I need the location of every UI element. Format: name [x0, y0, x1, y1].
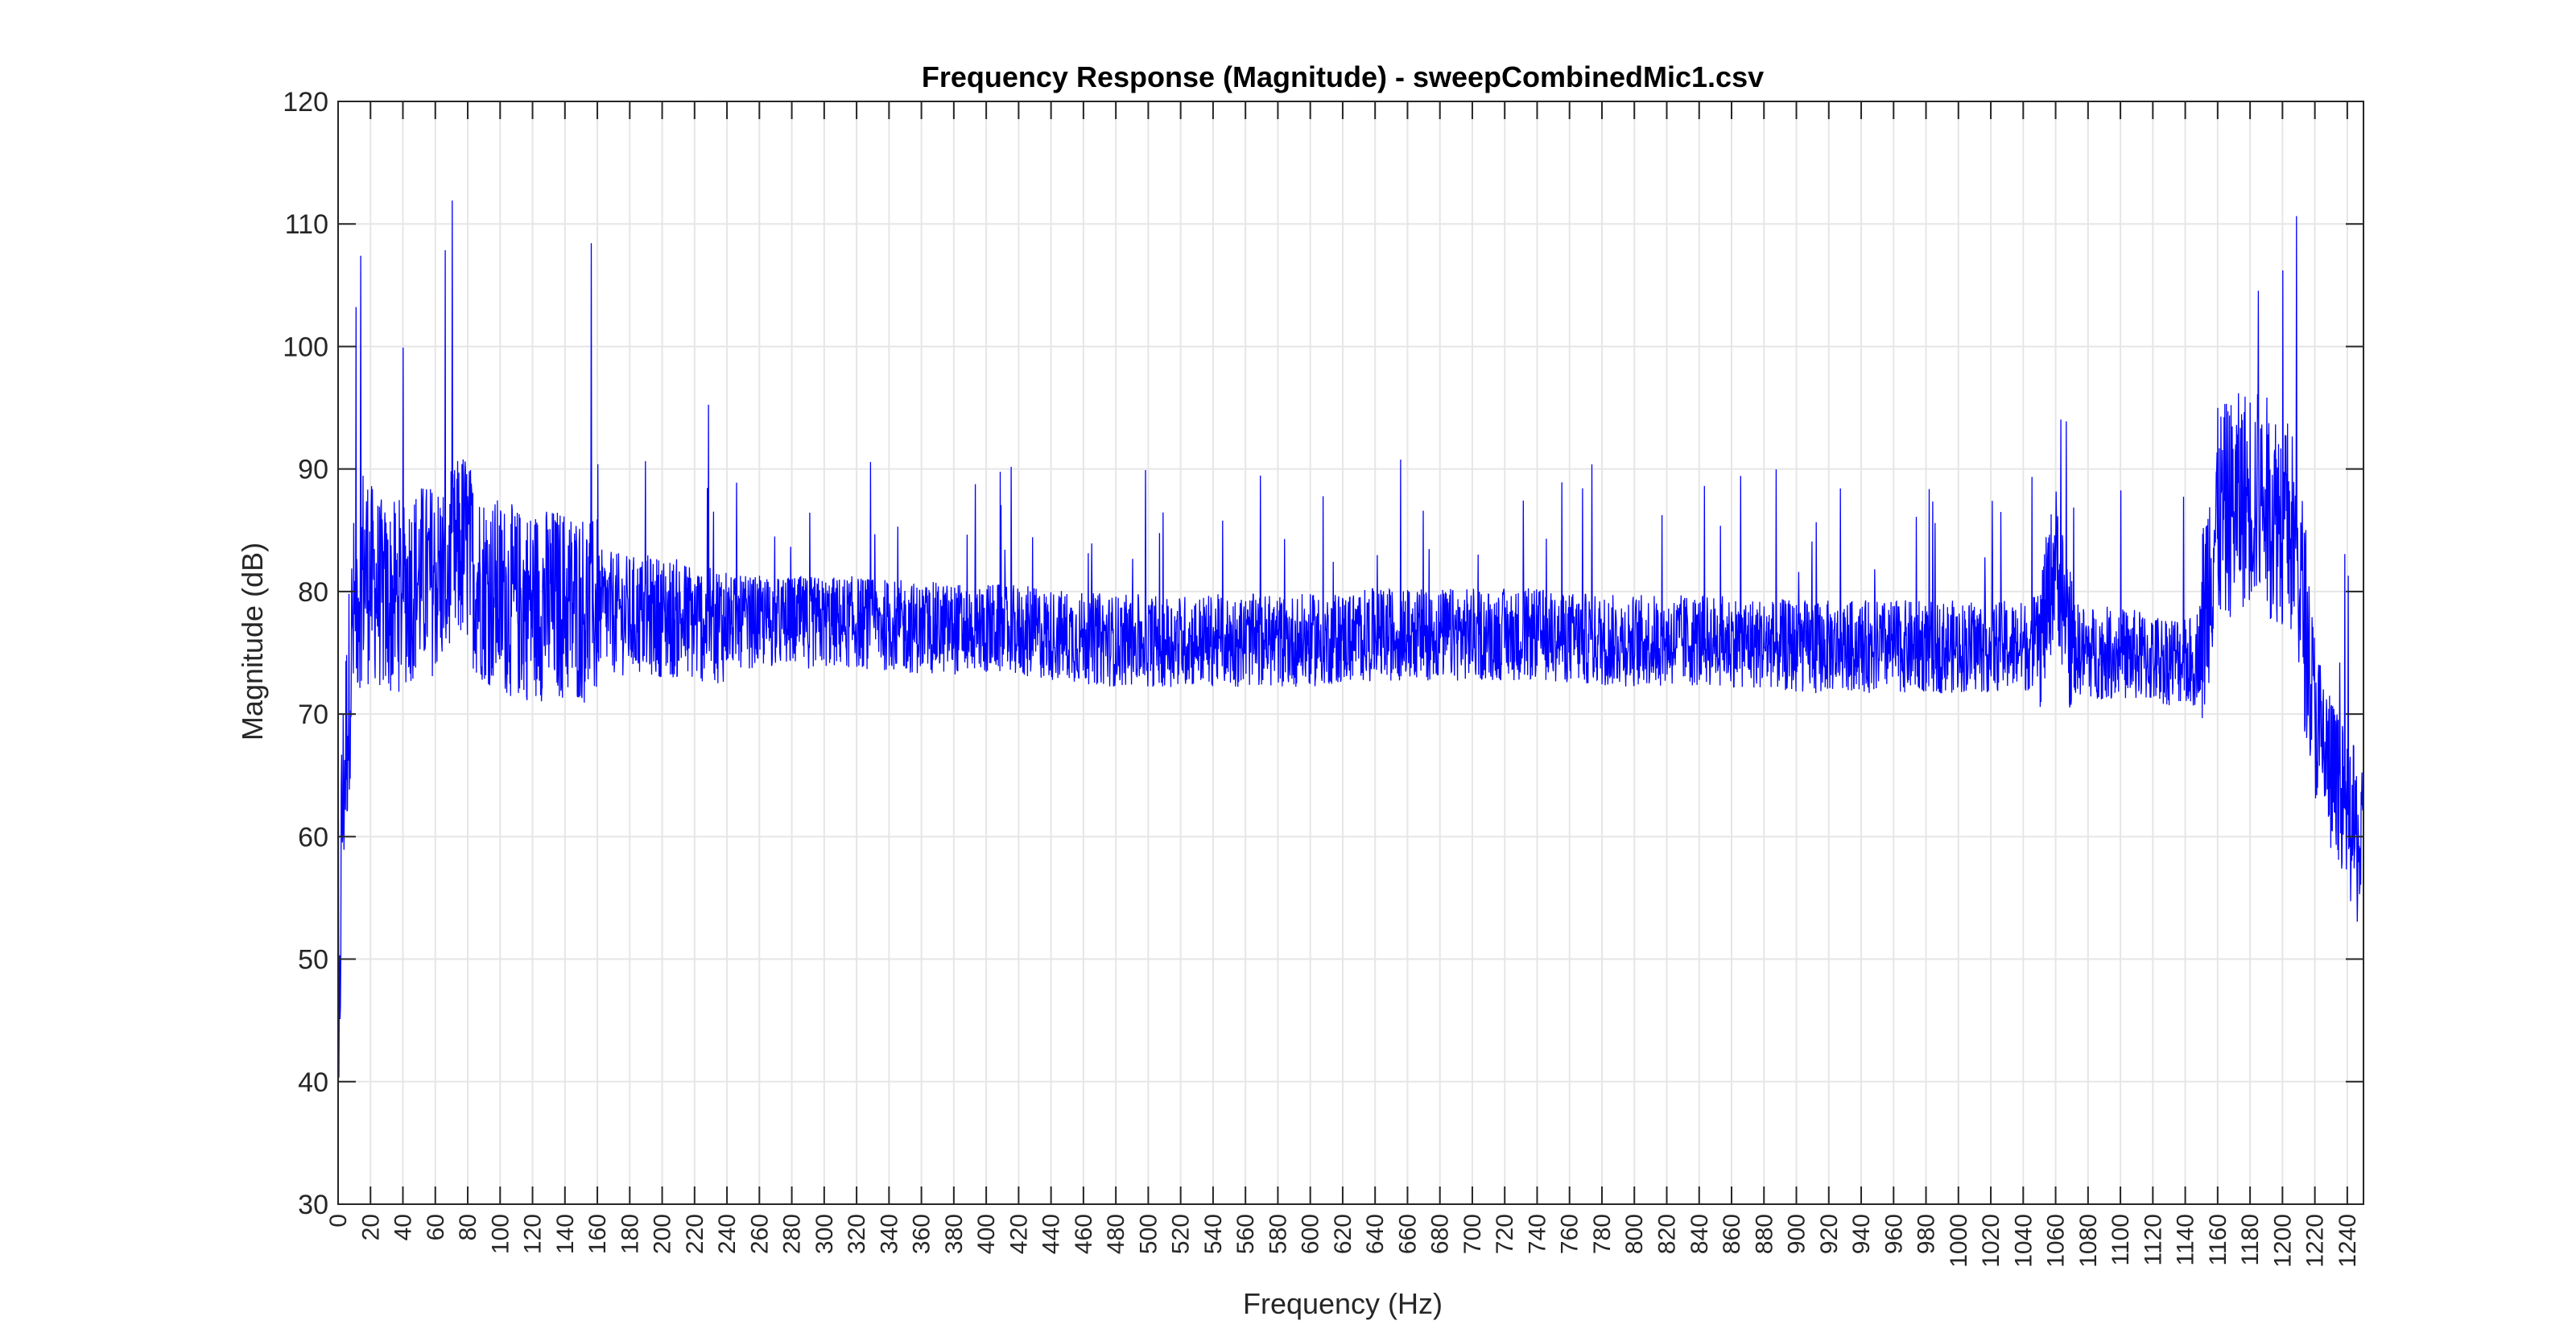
x-tick-label: 560 — [1232, 1214, 1259, 1254]
x-tick-label: 640 — [1362, 1214, 1389, 1254]
x-tick-label: 1080 — [2075, 1214, 2102, 1268]
x-tick-label: 1000 — [1946, 1214, 1972, 1268]
x-tick-label: 760 — [1557, 1214, 1583, 1254]
x-tick-label: 380 — [941, 1214, 968, 1254]
x-tick-label: 400 — [973, 1214, 1000, 1254]
series-line — [337, 200, 2364, 1170]
y-tick-label: 60 — [298, 822, 328, 852]
x-tick-label: 200 — [650, 1214, 676, 1254]
x-tick-label: 940 — [1848, 1214, 1875, 1254]
x-tick-label: 1180 — [2237, 1214, 2264, 1266]
x-tick-label: 1040 — [2010, 1214, 2037, 1268]
x-tick-label: 600 — [1298, 1214, 1324, 1254]
x-tick-label: 1120 — [2140, 1214, 2166, 1266]
x-tick-label: 60 — [423, 1214, 449, 1240]
x-tick-label: 1100 — [2107, 1214, 2134, 1266]
x-tick-label: 320 — [844, 1214, 870, 1254]
x-tick-label: 720 — [1492, 1214, 1518, 1254]
y-tick-label: 110 — [285, 209, 328, 240]
x-tick-label: 240 — [714, 1214, 741, 1254]
x-tick-label: 500 — [1135, 1214, 1162, 1254]
x-tick-label: 220 — [682, 1214, 708, 1254]
x-tick-label: 980 — [1913, 1214, 1940, 1254]
x-tick-label: 300 — [811, 1214, 838, 1254]
x-tick-label: 160 — [584, 1214, 611, 1254]
x-tick-label: 540 — [1200, 1214, 1227, 1254]
x-tick-label: 1240 — [2334, 1214, 2361, 1268]
x-tick-label: 1060 — [2043, 1214, 2070, 1268]
x-tick-label: 520 — [1168, 1214, 1195, 1254]
x-tick-label: 920 — [1816, 1214, 1843, 1254]
x-tick-label: 740 — [1524, 1214, 1550, 1254]
x-tick-label: 140 — [552, 1214, 579, 1254]
x-tick-label: 960 — [1880, 1214, 1907, 1254]
x-tick-label: 1020 — [1978, 1214, 2004, 1268]
x-tick-label: 1160 — [2205, 1214, 2231, 1266]
y-tick-label: 50 — [298, 945, 328, 976]
x-tick-label: 780 — [1589, 1214, 1616, 1254]
x-tick-label: 800 — [1621, 1214, 1648, 1254]
x-tick-label: 340 — [876, 1214, 902, 1254]
y-tick-label: 70 — [298, 699, 328, 730]
x-tick-label: 580 — [1265, 1214, 1291, 1254]
x-tick-label: 40 — [390, 1214, 417, 1240]
x-axis-label: Frequency (Hz) — [1243, 1287, 1443, 1320]
x-tick-label: 100 — [487, 1214, 514, 1254]
y-tick-label: 30 — [298, 1190, 328, 1220]
x-tick-label: 700 — [1459, 1214, 1486, 1254]
x-tick-label: 360 — [909, 1214, 935, 1254]
x-tick-label: 460 — [1071, 1214, 1097, 1254]
x-tick-label: 860 — [1719, 1214, 1745, 1254]
x-tick-label: 480 — [1103, 1214, 1129, 1254]
x-tick-label: 120 — [520, 1214, 547, 1254]
x-tick-label: 260 — [746, 1214, 773, 1254]
x-tick-label: 1200 — [2269, 1214, 2296, 1268]
y-axis-label: Magnitude (dB) — [236, 543, 269, 741]
y-tick-label: 100 — [283, 332, 328, 362]
y-tick-label: 120 — [283, 87, 328, 118]
x-tick-label: 680 — [1427, 1214, 1454, 1254]
y-tick-label: 90 — [298, 455, 328, 485]
x-tick-label: 1220 — [2302, 1214, 2329, 1268]
x-tick-label: 880 — [1751, 1214, 1777, 1254]
series-layer — [337, 200, 2364, 1170]
x-tick-label: 80 — [455, 1214, 481, 1240]
x-tick-label: 820 — [1653, 1214, 1680, 1254]
plot-frame — [337, 101, 2364, 1205]
x-tick-label: 660 — [1394, 1214, 1421, 1254]
x-tick-label: 180 — [617, 1214, 643, 1254]
x-tick-label: 280 — [779, 1214, 806, 1254]
chart-title: Frequency Response (Magnitude) - sweepCo… — [922, 60, 1764, 93]
x-tick-label: 1140 — [2173, 1214, 2199, 1266]
y-tick-label: 40 — [298, 1067, 328, 1098]
x-tick-label: 420 — [1005, 1214, 1032, 1254]
x-tick-label: 0 — [325, 1214, 352, 1228]
x-tick-label: 440 — [1038, 1214, 1065, 1254]
x-tick-label: 840 — [1686, 1214, 1713, 1254]
x-tick-label: 20 — [357, 1214, 384, 1240]
x-tick-label: 900 — [1784, 1214, 1810, 1254]
x-tick-label: 620 — [1330, 1214, 1356, 1254]
y-tick-label: 80 — [298, 577, 328, 608]
